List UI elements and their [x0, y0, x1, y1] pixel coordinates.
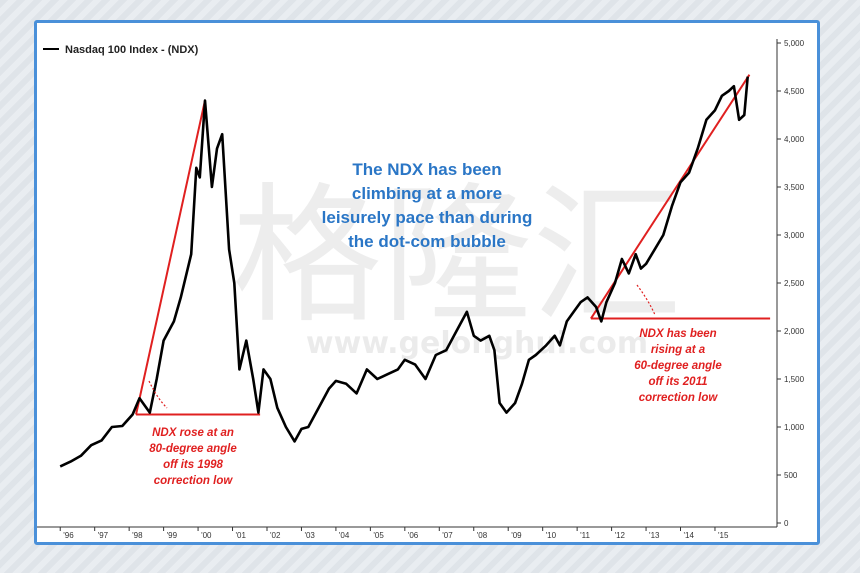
x-tick-label: '10: [546, 531, 557, 540]
left-note-text-line: correction low: [154, 475, 234, 487]
x-tick-label: '02: [270, 531, 281, 540]
chart-frame: 格隆汇 www.gelonghui.com 0 500 1,000 1,500 2,00…: [34, 20, 820, 545]
left-note-annotation: NDX rose at an 80-degree angle off its 199…: [149, 427, 237, 487]
annotation-arrows: [148, 284, 656, 409]
x-tick-label: '99: [167, 531, 178, 540]
y-tick-label: 0: [784, 519, 789, 528]
x-tick-label: '04: [339, 531, 350, 540]
left-note-text-line: 80-degree angle: [149, 443, 237, 455]
watermark-url: www.gelonghui.com: [306, 326, 648, 361]
x-tick-label: '97: [98, 531, 109, 540]
series-lines: [59, 76, 749, 468]
y-tick-label: 3,000: [784, 231, 805, 240]
x-tick-label: '12: [615, 531, 626, 540]
headline-annotation: The NDX has been climbing at a more leisur…: [322, 160, 533, 251]
x-tick-label: '11: [580, 531, 590, 540]
trend-line: [135, 100, 206, 415]
x-tick-label: '01: [236, 531, 247, 540]
left-note-text-line: off its 1998: [163, 459, 223, 471]
x-tick-label: '07: [442, 531, 453, 540]
right-note-text-line: correction low: [639, 392, 719, 404]
x-tick-label: '05: [373, 531, 384, 540]
x-tick-label: '13: [649, 531, 660, 540]
x-tick-label: '08: [477, 531, 488, 540]
y-tick-label: 4,000: [784, 135, 805, 144]
headline-text-line: climbing at a more: [352, 184, 502, 203]
right-note-annotation: NDX has been rising at a 60-degree angle of…: [634, 328, 722, 404]
y-tick-label: 1,500: [784, 375, 805, 384]
x-tick-label: '09: [511, 531, 522, 540]
y-tick-label: 2,500: [784, 279, 805, 288]
right-note-text-line: 60-degree angle: [634, 360, 722, 372]
headline-text-line: the dot-com bubble: [348, 232, 506, 251]
left-arrow: [148, 380, 168, 409]
chart-canvas: 格隆汇 www.gelonghui.com 0 500 1,000 1,500 2,00…: [37, 39, 805, 540]
series-line: [59, 76, 749, 468]
right-note-text-line: off its 2011: [648, 376, 707, 388]
watermark-glyphs: 格隆汇: [232, 170, 682, 344]
headline-text-line: The NDX has been: [352, 160, 501, 179]
legend-label: Nasdaq 100 Index - (NDX): [65, 44, 199, 56]
y-tick-label: 5,000: [784, 39, 805, 48]
y-tick-label: 500: [784, 471, 798, 480]
x-tick-label: '15: [718, 531, 729, 540]
watermark: 格隆汇 www.gelonghui.com: [232, 170, 682, 361]
x-tick-label: '14: [684, 531, 695, 540]
right-note-text-line: rising at a: [651, 344, 706, 356]
x-tick-label: '96: [63, 531, 74, 540]
x-tick-label: '98: [132, 531, 143, 540]
y-tick-label: 2,000: [784, 327, 805, 336]
axes: 0 500 1,000 1,500 2,000 2,500 3,000 3,500 4,000 4…: [37, 39, 805, 540]
x-tick-label: '06: [408, 531, 419, 540]
x-tick-label: '00: [201, 531, 212, 540]
right-arrow: [636, 284, 656, 316]
headline-text-line: leisurely pace than during: [322, 208, 533, 227]
y-tick-label: 3,500: [784, 183, 805, 192]
left-note-text-line: NDX rose at an: [152, 427, 234, 439]
legend: Nasdaq 100 Index - (NDX): [43, 44, 199, 56]
y-tick-label: 1,000: [784, 423, 805, 432]
y-tick-label: 4,500: [784, 87, 805, 96]
right-note-text-line: NDX has been: [639, 328, 716, 340]
x-tick-label: '03: [304, 531, 315, 540]
